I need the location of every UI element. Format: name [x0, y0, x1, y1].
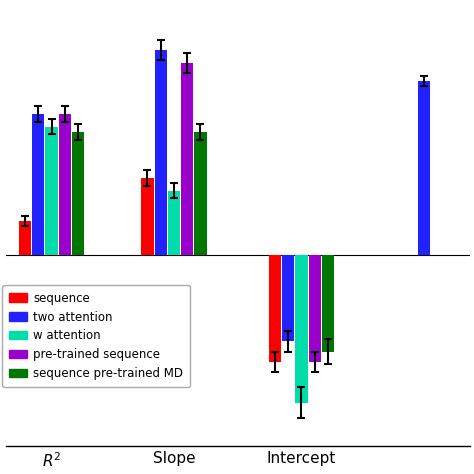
Bar [181, 63, 193, 255]
Bar [141, 178, 154, 255]
Bar [295, 255, 308, 403]
Bar [269, 255, 281, 362]
Bar [46, 127, 58, 255]
Bar [19, 221, 31, 255]
Bar [322, 255, 334, 352]
Bar [282, 255, 294, 341]
Legend: sequence, two attention, w attention, pre-trained sequence, sequence pre-trained: sequence, two attention, w attention, pr… [2, 284, 190, 387]
Bar [59, 114, 71, 255]
Bar [72, 132, 84, 255]
Bar [309, 255, 321, 362]
Bar [194, 132, 207, 255]
Bar [168, 191, 180, 255]
Bar [32, 114, 45, 255]
Bar [155, 50, 167, 255]
Bar [418, 81, 430, 255]
